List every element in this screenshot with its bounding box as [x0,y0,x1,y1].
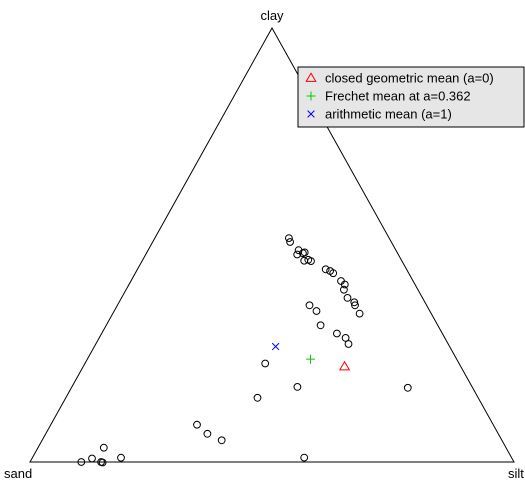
data-point [285,234,293,243]
vertex-label-silt: silt [508,466,524,481]
data-point [351,301,359,310]
data-point [117,453,125,462]
data-point [350,298,359,307]
data-point [77,458,86,466]
data-point [98,458,107,467]
vertex-label-clay: clay [260,8,284,23]
data-point [217,436,226,445]
data-point [340,280,349,289]
data-point [299,249,307,258]
data-point [307,257,315,266]
data-point [293,383,302,391]
vertex-label-sand: sand [4,466,32,481]
data-point [88,454,96,463]
mean-marker-plus [305,354,315,364]
data-point [316,321,325,330]
legend-label: closed geometric mean (a=0) [325,71,494,86]
data-point [293,250,302,259]
mean-marker-x [271,342,280,351]
legend-marker-x [307,110,315,118]
data-points [77,234,412,467]
data-point [286,238,295,246]
mean-marker-triangle [338,360,351,371]
legend-marker-triangle [305,72,317,82]
legend: closed geometric mean (a=0) Frechet mean … [297,66,525,128]
data-point [341,334,350,342]
data-point [261,359,270,368]
legend-box [297,66,525,128]
data-point [99,443,108,452]
legend-label: Frechet mean at a=0.362 [325,89,471,104]
mean-markers [271,342,351,371]
data-point [312,307,321,315]
data-point [305,301,314,310]
legend-label: arithmetic mean (a=1) [325,107,452,122]
data-point [355,309,364,318]
data-point [344,340,353,348]
data-point [333,329,341,338]
ternary-triangle [29,26,515,463]
data-point [300,453,309,462]
data-point [403,383,412,392]
data-point [253,393,262,402]
data-point [203,429,212,438]
legend-marker-plus [306,91,316,101]
data-point [343,294,352,302]
data-point [321,265,330,274]
data-point [329,269,338,278]
data-point [193,420,201,429]
data-point [340,285,348,294]
